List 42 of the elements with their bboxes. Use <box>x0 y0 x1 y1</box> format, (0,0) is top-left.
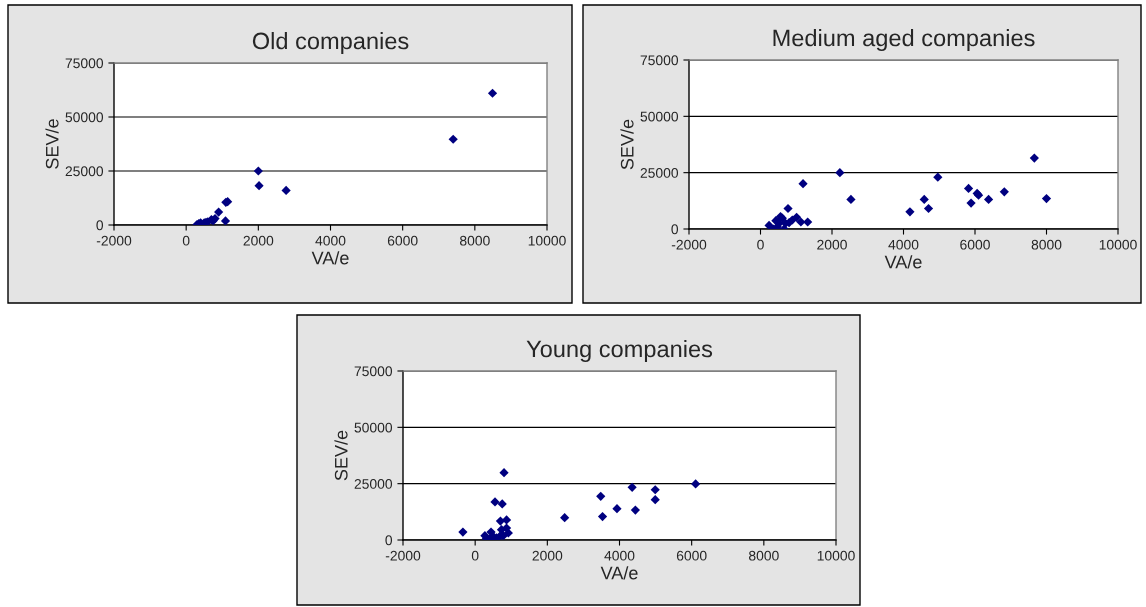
x-tick-label: 6000 <box>387 235 418 246</box>
y-axis-title: SEV/e <box>620 119 634 170</box>
y-tick-label: 0 <box>671 224 679 235</box>
x-tick-label: 4000 <box>604 550 635 561</box>
x-tick-label: 10000 <box>1099 239 1137 250</box>
y-tick-label: 50000 <box>640 111 679 122</box>
x-tick-label: 8000 <box>1031 239 1062 250</box>
y-tick-label: 50000 <box>354 422 393 433</box>
x-tick-label: 2000 <box>817 239 847 250</box>
x-tick-label: 8000 <box>459 235 490 246</box>
y-axis-title: SEV/e <box>334 430 348 481</box>
x-tick-label: 8000 <box>748 550 779 561</box>
x-axis-title: VA/e <box>600 566 638 580</box>
chart-title: Young companies <box>526 340 713 363</box>
y-axis-title: SEV/e <box>45 119 59 169</box>
y-tick-label: 50000 <box>65 112 104 123</box>
x-tick-label: 4000 <box>315 235 346 246</box>
x-tick-label: -2000 <box>385 550 421 561</box>
x-tick-label: 2000 <box>532 550 563 561</box>
x-tick-label: 4000 <box>888 239 919 250</box>
y-tick-label: 25000 <box>640 168 679 178</box>
y-tick-label: 0 <box>96 220 104 231</box>
x-tick-label: -2000 <box>671 239 707 250</box>
x-tick-label: 0 <box>757 239 764 250</box>
x-tick-label: 2000 <box>243 235 274 246</box>
y-tick-label: 75000 <box>354 366 393 377</box>
y-tick-label: 0 <box>385 535 393 546</box>
x-tick-label: 10000 <box>817 550 855 561</box>
x-tick-label: 10000 <box>528 235 566 246</box>
x-axis-title: VA/e <box>311 251 349 265</box>
x-tick-label: -2000 <box>96 235 132 246</box>
y-tick-label: 75000 <box>640 55 679 66</box>
chart-title: Old companies <box>252 32 409 55</box>
chart-title: Medium aged companies <box>773 29 1035 52</box>
x-axis-title: VA/e <box>884 255 922 269</box>
x-tick-label: 0 <box>182 235 190 246</box>
y-tick-label: 25000 <box>354 479 393 489</box>
x-tick-label: 6000 <box>676 550 707 561</box>
x-tick-label: 6000 <box>960 239 990 250</box>
y-tick-label: 75000 <box>65 58 104 69</box>
y-tick-label: 25000 <box>65 166 104 177</box>
x-tick-label: 0 <box>471 550 479 561</box>
